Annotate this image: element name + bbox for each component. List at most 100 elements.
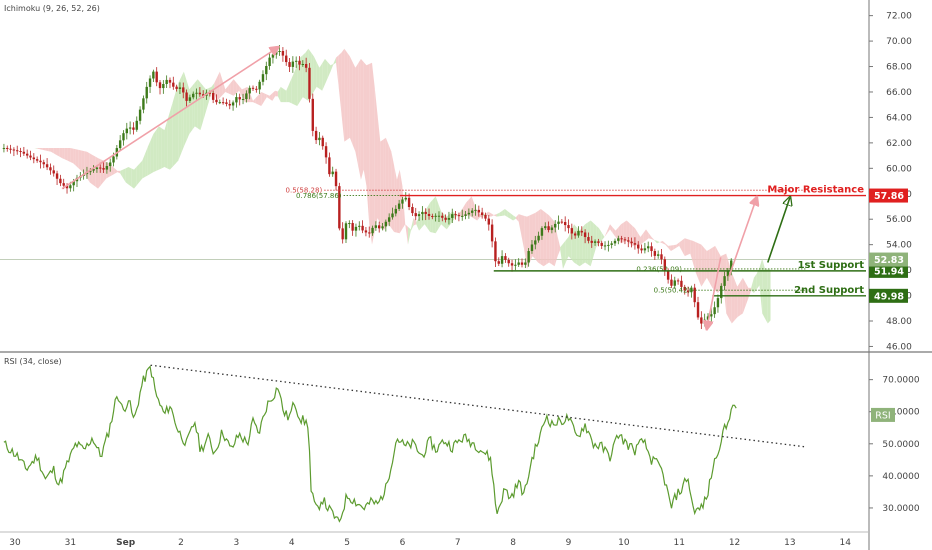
candle-body bbox=[2, 147, 6, 149]
cloud-segment bbox=[167, 111, 170, 170]
candle-body bbox=[417, 214, 421, 217]
cloud-segment bbox=[640, 233, 644, 245]
candle-body bbox=[567, 225, 570, 229]
cloud-segment bbox=[560, 243, 563, 269]
candle-body bbox=[534, 240, 537, 245]
time-tick-label: 5 bbox=[344, 538, 350, 548]
candle-body bbox=[411, 207, 414, 214]
trend-arrow bbox=[61, 47, 278, 190]
ichimoku-indicator-label[interactable]: Ichimoku (9, 26, 52, 26) bbox=[4, 4, 100, 13]
cloud-segment bbox=[319, 63, 323, 91]
candle-body bbox=[265, 66, 268, 75]
candle-body bbox=[713, 307, 716, 315]
candle-body bbox=[122, 133, 125, 141]
cloud-segment bbox=[264, 93, 267, 102]
cloud-segment bbox=[125, 167, 129, 185]
cloud-segment bbox=[524, 215, 527, 269]
cloud-segment bbox=[122, 168, 126, 183]
candle-body bbox=[394, 208, 398, 214]
candle-body bbox=[378, 225, 381, 229]
cloud-segment bbox=[651, 237, 655, 241]
trend-arrow bbox=[728, 198, 757, 277]
time-tick-label: 9 bbox=[566, 538, 572, 548]
cloud-segment bbox=[56, 147, 60, 157]
cloud-segment bbox=[394, 165, 397, 233]
price-tags[interactable]: 57.86 51.94 49.98 52.83 RSI bbox=[869, 188, 908, 422]
cloud-segment bbox=[313, 56, 317, 92]
cloud-segment bbox=[745, 282, 749, 306]
ichimoku-cloud bbox=[34, 48, 771, 324]
cloud-segment bbox=[73, 148, 76, 166]
time-tick-label: 31 bbox=[65, 538, 76, 548]
candle-body bbox=[211, 92, 215, 100]
cloud-segment bbox=[366, 63, 370, 225]
cloud-segment bbox=[466, 199, 469, 216]
rsi-indicator-label[interactable]: RSI (34, close) bbox=[4, 357, 62, 366]
candle-body bbox=[557, 221, 560, 224]
candle-body bbox=[540, 228, 544, 236]
cloud-segment bbox=[305, 48, 309, 101]
cloud-segment bbox=[762, 258, 765, 319]
candle-body bbox=[261, 74, 265, 82]
cloud-segment bbox=[582, 224, 586, 265]
cloud-segment bbox=[468, 196, 472, 218]
time-tick-label: 6 bbox=[400, 538, 406, 548]
level-price-tag bbox=[869, 288, 908, 303]
candle-body bbox=[128, 127, 132, 129]
candle-body bbox=[663, 259, 667, 271]
candle-body bbox=[573, 233, 577, 236]
cloud-segment bbox=[405, 224, 408, 245]
candle-body bbox=[524, 262, 527, 265]
fib-label: 0.5(50.42) bbox=[654, 287, 691, 295]
candle-body bbox=[358, 225, 361, 227]
cloud-segment bbox=[158, 126, 162, 170]
cloud-segment bbox=[178, 77, 182, 161]
candle-body bbox=[152, 71, 155, 79]
candle-body bbox=[195, 92, 198, 94]
candle-body bbox=[364, 230, 368, 233]
candle-body bbox=[142, 98, 145, 110]
cloud-segment bbox=[194, 79, 198, 129]
time-tick-label: 14 bbox=[840, 538, 852, 548]
candle-body bbox=[464, 214, 467, 216]
cloud-segment bbox=[396, 169, 400, 234]
cloud-segment bbox=[549, 215, 552, 265]
cloud-segment bbox=[499, 210, 503, 217]
cloud-segment bbox=[175, 83, 179, 164]
cloud-segment bbox=[239, 86, 242, 97]
cloud-segment bbox=[253, 97, 256, 104]
rsi-badge bbox=[871, 407, 895, 422]
cloud-segment bbox=[203, 86, 206, 121]
candle-body bbox=[487, 218, 490, 225]
candle-body bbox=[656, 254, 660, 256]
candle-body bbox=[334, 171, 338, 187]
time-tick-label: 7 bbox=[455, 538, 461, 548]
candle-body bbox=[437, 215, 441, 217]
cloud-segment bbox=[496, 212, 500, 217]
candle-body bbox=[583, 232, 587, 238]
candle-body bbox=[298, 60, 301, 65]
candle-body bbox=[231, 102, 235, 106]
cloud-segment bbox=[341, 48, 345, 142]
cloud-segment bbox=[385, 137, 389, 228]
candle-body bbox=[547, 226, 550, 231]
cloud-segment bbox=[532, 212, 536, 260]
candle-body bbox=[627, 240, 630, 242]
cloud-segment bbox=[756, 267, 760, 290]
cloud-segment bbox=[568, 230, 572, 260]
candle-body bbox=[397, 203, 401, 209]
price-tick-label: 64.00 bbox=[886, 113, 912, 123]
cloud-segment bbox=[338, 52, 342, 115]
candle-body bbox=[125, 128, 129, 134]
cloud-segment bbox=[410, 217, 414, 232]
cloud-segment bbox=[145, 146, 148, 177]
candle-body bbox=[55, 173, 59, 179]
candle-body bbox=[281, 51, 285, 56]
candle-body bbox=[258, 81, 261, 90]
cloud-segment bbox=[120, 169, 123, 178]
cloud-segment bbox=[324, 58, 328, 85]
candle-body bbox=[444, 217, 447, 220]
cloud-segment bbox=[277, 86, 281, 103]
price-tick-label: 48.00 bbox=[886, 317, 912, 327]
